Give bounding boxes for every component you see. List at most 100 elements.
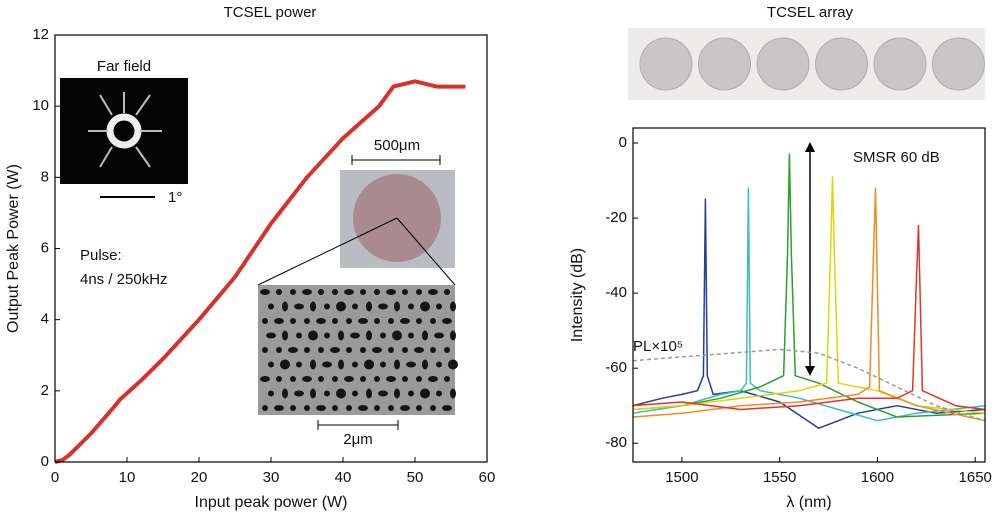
y-tick-label: 0 (41, 453, 49, 470)
sem-hole (380, 332, 386, 339)
y-tick-label: 6 (41, 239, 49, 256)
y-axis-title: Intensity (dB) (569, 248, 586, 342)
sem-hole (268, 390, 274, 397)
sem-hole (366, 388, 372, 399)
sem-hole (304, 347, 310, 353)
sem-hole (386, 376, 396, 382)
sem-hole (332, 289, 338, 295)
annotation: 1° (168, 189, 182, 206)
x-tick-label: 20 (191, 469, 208, 486)
sem-hole (360, 347, 366, 353)
x-tick-label: 1500 (665, 469, 698, 486)
sem-hole (402, 289, 408, 295)
sem-hole (372, 347, 382, 353)
y-tick-label: -20 (605, 209, 627, 226)
x-tick-label: 10 (119, 469, 136, 486)
sem-hole (290, 289, 296, 295)
annotation: 500μm (374, 137, 420, 154)
sem-hole (374, 376, 380, 382)
sem-hole (290, 376, 296, 382)
sem-hole (338, 330, 344, 341)
sem-hole (450, 330, 456, 341)
sem-hole (280, 359, 290, 370)
sem-hole (444, 289, 450, 295)
sem-hole (332, 405, 338, 411)
sem-hole (268, 361, 274, 368)
sem-hole (366, 301, 372, 312)
sem-hole (310, 359, 316, 370)
far-field-arrows (88, 92, 162, 168)
sem-hole (394, 359, 400, 370)
annotation: 2μm (343, 431, 372, 448)
sem-hole (430, 347, 436, 353)
sem-hole (388, 347, 394, 353)
sem-hole (442, 318, 452, 324)
sem-hole (408, 303, 414, 310)
sem-hole (308, 330, 318, 341)
y-tick-label: 10 (32, 97, 49, 114)
sem-hole (430, 405, 436, 411)
plot-frame (54, 34, 488, 463)
sem-hole (336, 388, 346, 399)
sem-hole (436, 361, 442, 368)
sem-hole (422, 359, 428, 370)
sem-hole (428, 289, 438, 295)
sem-hole (366, 330, 372, 341)
sem-hole (428, 376, 438, 382)
sem-hole (276, 376, 282, 382)
data-line (632, 176, 986, 414)
array-disk (932, 37, 985, 91)
sem-hole (378, 390, 388, 397)
sem-hole (394, 301, 400, 312)
sem-hole (364, 359, 374, 370)
plot-frame (632, 127, 986, 463)
sem-hole (442, 405, 452, 411)
sem-hole (360, 289, 366, 295)
sem-hole (266, 332, 276, 339)
data-line (54, 79, 466, 464)
sem-hole (294, 303, 304, 310)
x-tick-label: 0 (51, 469, 59, 486)
data-line (632, 187, 986, 422)
sem-hole (276, 347, 282, 353)
annotation: Pulse: (80, 247, 122, 264)
y-tick-label: -80 (605, 434, 627, 451)
x-tick-label: 1650 (959, 469, 992, 486)
sem-hole (296, 361, 302, 368)
sem-hole (268, 303, 274, 310)
array-disk (873, 37, 927, 91)
sem-hole (444, 376, 450, 382)
sem-hole (274, 318, 284, 324)
x-axis-title: Input peak power (W) (195, 494, 348, 511)
sem-hole (358, 318, 368, 324)
sem-hole (408, 390, 414, 397)
sem-hole (350, 332, 360, 339)
sem-hole (400, 405, 410, 411)
y-tick-label: -40 (605, 284, 627, 301)
array-disk (639, 37, 693, 91)
sem-hole (416, 376, 422, 382)
y-tick-label: 0 (619, 134, 627, 151)
sem-hole (346, 347, 352, 353)
sem-hole (416, 318, 422, 324)
annotation: Far field (97, 58, 151, 75)
sem-hole (408, 332, 414, 339)
sem-hole (296, 332, 302, 339)
array-disk (815, 37, 868, 91)
sem-hole (420, 388, 430, 399)
sem-hole (392, 330, 402, 341)
sem-hole (318, 376, 324, 382)
sem-hole (360, 376, 366, 382)
sem-hole (262, 347, 268, 353)
sem-hole (436, 303, 442, 310)
sem-hole (380, 361, 386, 368)
sem-hole (344, 289, 354, 295)
sem-hole (374, 405, 380, 411)
sem-hole (414, 347, 424, 353)
sem-hole (378, 303, 388, 310)
x-tick-label: 50 (407, 469, 424, 486)
y-axis-title: Output Peak Power (W) (5, 164, 22, 333)
sem-hole (416, 289, 422, 295)
sem-hole (318, 347, 324, 353)
data-line (632, 224, 986, 411)
